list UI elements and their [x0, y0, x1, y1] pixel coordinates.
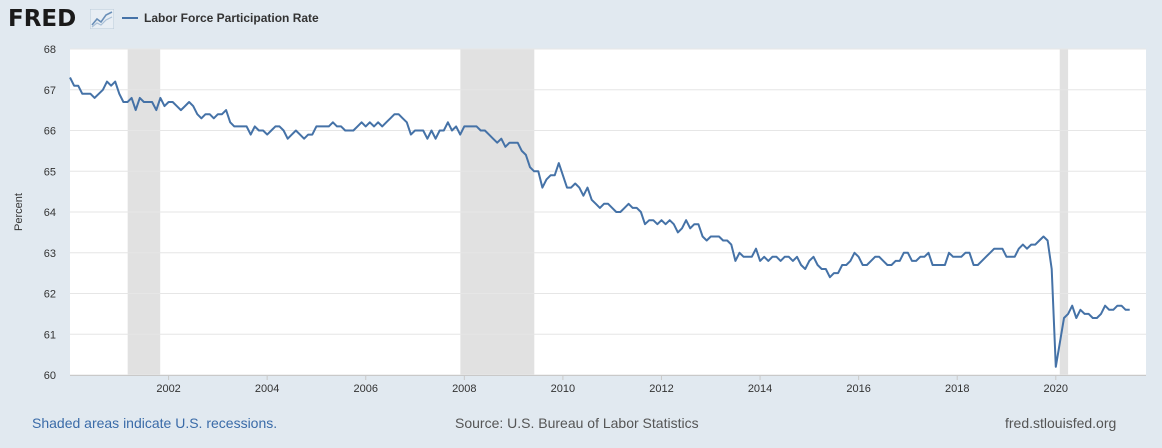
source-note: Source: U.S. Bureau of Labor Statistics — [455, 415, 699, 431]
x-tick-label: 2016 — [846, 383, 870, 395]
y-tick-label: 66 — [44, 126, 56, 138]
y-tick-label: 64 — [44, 207, 56, 219]
series-line — [69, 77, 1130, 368]
x-tick-label: 2012 — [649, 383, 673, 395]
x-tick-label: 2008 — [452, 383, 476, 395]
x-tick-label: 2018 — [945, 383, 969, 395]
legend: Labor Force Participation Rate — [122, 11, 319, 25]
recession-note: Shaded areas indicate U.S. recessions. — [32, 415, 278, 431]
x-tick-label: 2020 — [1044, 383, 1068, 395]
y-tick-label: 60 — [44, 370, 56, 382]
legend-swatch — [122, 17, 138, 19]
y-tick-label: 61 — [44, 329, 56, 341]
y-axis-label: Percent — [13, 193, 25, 231]
x-tick-label: 2002 — [156, 383, 180, 395]
x-tick-label: 2014 — [748, 383, 772, 395]
y-tick-label: 62 — [44, 289, 56, 301]
site-link[interactable]: fred.stlouisfed.org — [1005, 415, 1117, 431]
y-tick-label: 65 — [44, 166, 56, 178]
chart-logo-icon — [90, 9, 114, 29]
x-tick-label: 2006 — [353, 383, 377, 395]
fred-logo: FRED — [8, 6, 77, 32]
x-tick-label: 2004 — [255, 383, 279, 395]
x-tick-label: 2010 — [551, 383, 575, 395]
y-tick-label: 68 — [44, 44, 56, 56]
legend-label: Labor Force Participation Rate — [144, 11, 319, 25]
y-tick-label: 67 — [44, 85, 56, 97]
y-tick-label: 63 — [44, 248, 56, 260]
